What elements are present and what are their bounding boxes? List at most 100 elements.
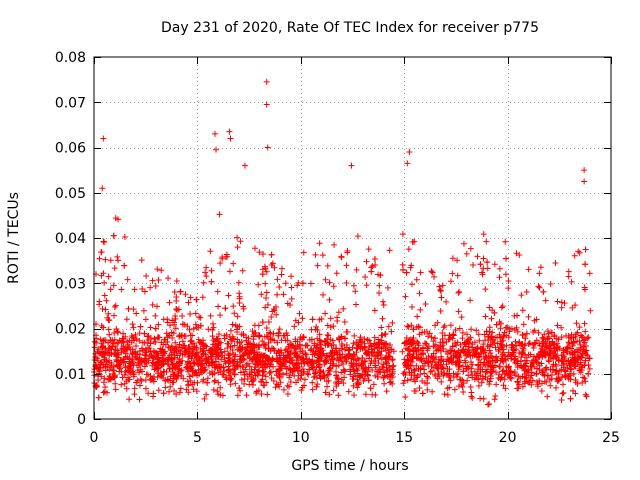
data-point	[262, 280, 269, 287]
data-point	[498, 304, 505, 311]
data-point	[211, 130, 218, 137]
data-point	[417, 306, 424, 313]
data-point	[570, 339, 577, 346]
data-point	[571, 252, 578, 259]
data-point	[209, 333, 216, 340]
data-point	[234, 358, 241, 365]
data-point	[508, 375, 515, 382]
axis-ticks: 0 0.01 0.02 0.03 0.04 0.05 0.06 0.07 0.08 0 5 10 15 2…	[55, 50, 620, 446]
data-point	[343, 262, 350, 269]
data-point	[291, 323, 298, 330]
data-point	[173, 305, 180, 312]
data-point	[459, 329, 466, 336]
data-point	[353, 339, 360, 346]
data-point	[521, 378, 528, 385]
data-point	[256, 333, 263, 340]
data-point	[405, 246, 412, 253]
data-point	[172, 325, 179, 332]
data-point	[463, 365, 470, 372]
data-point	[424, 375, 431, 382]
data-point	[491, 261, 498, 268]
data-point	[167, 383, 174, 390]
data-point	[102, 384, 109, 391]
data-point	[133, 343, 140, 350]
data-point	[187, 294, 194, 301]
data-point	[181, 345, 188, 352]
data-point	[105, 310, 112, 317]
data-point	[554, 322, 561, 329]
grid-lines	[94, 57, 611, 419]
y-tick-label: 0.04	[55, 231, 86, 247]
data-point	[362, 347, 369, 354]
data-point	[114, 253, 121, 260]
data-point	[497, 334, 504, 341]
data-point	[198, 355, 205, 362]
data-point	[447, 377, 454, 384]
data-point	[129, 321, 136, 328]
data-point	[521, 342, 528, 349]
data-point	[246, 371, 253, 378]
data-point	[441, 391, 448, 398]
data-point	[227, 327, 234, 334]
data-point	[175, 365, 182, 372]
data-point	[288, 295, 295, 302]
data-point	[389, 319, 396, 326]
data-point	[126, 396, 133, 403]
data-point	[262, 357, 269, 364]
data-point	[565, 268, 572, 275]
data-point	[214, 335, 221, 342]
data-point	[582, 246, 589, 253]
data-point	[234, 234, 241, 241]
data-point	[484, 265, 491, 272]
data-point	[237, 238, 244, 245]
data-point	[382, 354, 389, 361]
data-point	[141, 288, 148, 295]
data-point	[224, 357, 231, 364]
data-point	[558, 362, 565, 369]
data-point	[547, 280, 554, 287]
data-point	[425, 363, 432, 370]
data-point	[236, 385, 243, 392]
data-point	[286, 374, 293, 381]
data-point	[511, 356, 518, 363]
x-tick-label: 5	[193, 430, 202, 446]
data-point	[253, 390, 260, 397]
data-point	[178, 372, 185, 379]
data-point	[328, 342, 335, 349]
data-point	[248, 358, 255, 365]
data-point	[330, 323, 337, 330]
data-point	[230, 303, 237, 310]
data-point	[574, 380, 581, 387]
data-point	[214, 288, 221, 295]
data-point	[501, 371, 508, 378]
data-point	[431, 273, 438, 280]
data-point	[147, 324, 154, 331]
data-point	[581, 167, 588, 174]
data-point	[204, 379, 211, 386]
data-point	[455, 383, 462, 390]
data-point	[143, 349, 150, 356]
data-point	[162, 341, 169, 348]
data-point	[499, 353, 506, 360]
data-point	[322, 342, 329, 349]
data-point	[414, 340, 421, 347]
data-point	[416, 290, 423, 297]
data-point	[111, 374, 118, 381]
data-point	[368, 268, 375, 275]
data-point	[314, 335, 321, 342]
data-point	[351, 332, 358, 339]
data-point	[236, 295, 243, 302]
data-point	[325, 367, 332, 374]
data-point	[447, 347, 454, 354]
data-point	[379, 315, 386, 322]
data-point	[234, 323, 241, 330]
data-point	[291, 366, 298, 373]
data-point	[519, 383, 526, 390]
data-point	[277, 366, 284, 373]
data-point	[455, 366, 462, 373]
data-point	[139, 368, 146, 375]
data-point	[172, 339, 179, 346]
data-point	[409, 355, 416, 362]
data-point	[569, 342, 576, 349]
data-point	[457, 376, 464, 383]
